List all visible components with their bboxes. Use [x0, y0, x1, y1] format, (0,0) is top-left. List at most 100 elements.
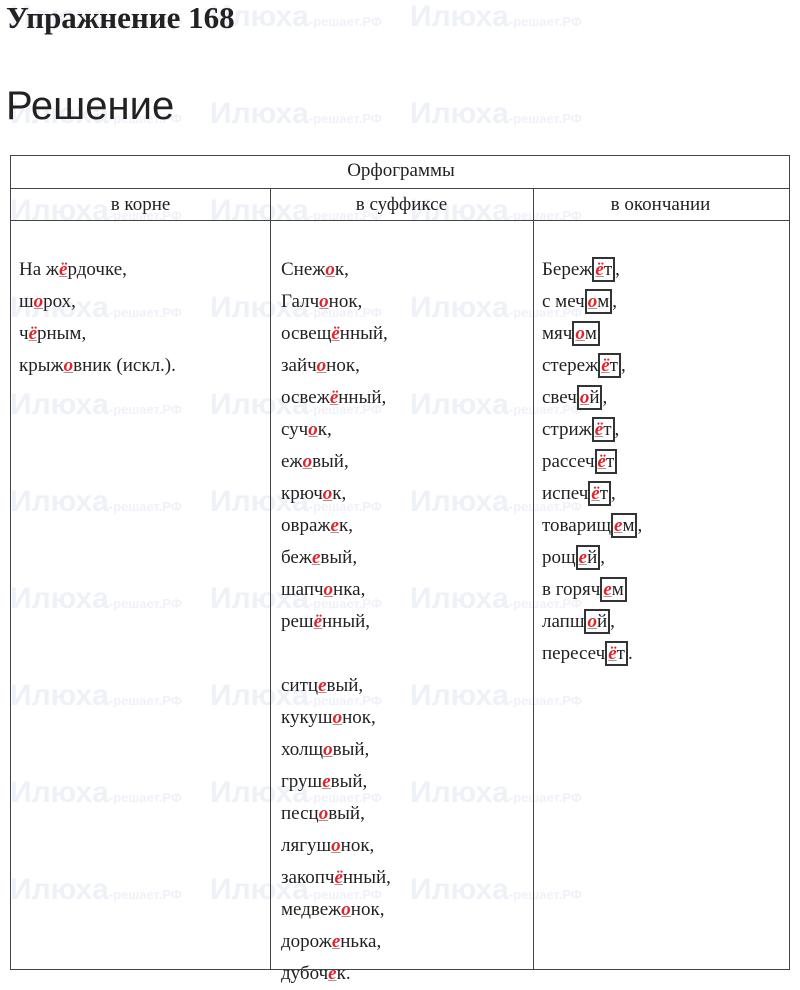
spelling-letter: о: [63, 355, 74, 376]
watermark: Илюха-решает.РФ: [210, 776, 382, 810]
ending-box: ом: [584, 289, 613, 314]
word-part: т: [603, 259, 613, 280]
table: Орфограммы в корне в суффиксе в окончани…: [10, 155, 790, 984]
word-part: рощ: [542, 547, 576, 568]
watermark-name: Илюха: [210, 679, 309, 712]
word-part: вый,: [312, 451, 349, 472]
word: освещённый,: [281, 318, 391, 350]
watermark-site: -решает.РФ: [508, 499, 582, 514]
word-part: т: [599, 483, 609, 504]
rule: [270, 188, 271, 969]
word-part: м: [611, 579, 624, 600]
watermark: Илюха-решает.РФ: [10, 291, 182, 325]
watermark-name: Илюха: [210, 776, 309, 809]
watermark: Илюха-решает.РФ: [410, 0, 582, 34]
watermark: Илюха-решает.РФ: [10, 582, 182, 616]
watermark: Илюха-решает.РФ: [10, 679, 182, 713]
watermark: Илюха-решает.РФ: [410, 776, 582, 810]
spelling-letter: ё: [331, 323, 340, 344]
word: сучок,: [281, 414, 391, 446]
word-part: нка,: [333, 579, 366, 600]
word-part: м: [622, 515, 635, 536]
watermark-site: -решает.РФ: [308, 14, 382, 29]
spelling-letter: ё: [59, 259, 68, 280]
watermark-site: -решает.РФ: [308, 596, 382, 611]
column-header: в корне: [110, 194, 171, 215]
word-part: нный,: [339, 323, 388, 344]
spelling-letter: о: [579, 387, 590, 408]
word-part: ситц: [281, 675, 319, 696]
word: товарищ ем,: [542, 510, 642, 542]
watermark: Илюха-решает.РФ: [210, 0, 382, 34]
word-part: мяч: [542, 323, 573, 344]
watermark-name: Илюха: [410, 873, 509, 906]
watermark-site: -решает.РФ: [108, 790, 182, 805]
spelling-letter: ё: [28, 323, 37, 344]
watermark-name: Илюха: [10, 776, 109, 809]
watermark-name: Илюха: [10, 97, 109, 130]
watermark: Илюха-решает.РФ: [210, 97, 382, 131]
punctuation: ,: [637, 515, 643, 536]
watermark: Илюха-решает.РФ: [210, 582, 382, 616]
watermark-site: -решает.РФ: [508, 402, 582, 417]
watermark-name: Илюха: [410, 485, 509, 518]
spelling-letter: о: [302, 451, 313, 472]
watermark: Илюха-решает.РФ: [10, 97, 182, 131]
watermark-site: -решает.РФ: [108, 402, 182, 417]
watermark: Илюха-решает.РФ: [210, 388, 382, 422]
ending-box: ёт: [592, 257, 616, 282]
watermark-site: -решает.РФ: [308, 111, 382, 126]
watermark-site: -решает.РФ: [308, 790, 382, 805]
word-part: лапш: [542, 611, 585, 632]
word-part: ч: [19, 323, 29, 344]
watermark-name: Илюха: [210, 291, 309, 324]
spelling-letter: ё: [595, 259, 604, 280]
column: На жёрдочке, шорох, чёрным, крыжовник (искл…: [19, 254, 176, 382]
word: шорох,: [19, 286, 176, 318]
word: ситцевый,: [281, 670, 391, 702]
word-part: реш: [281, 611, 314, 632]
word-part: зайч: [281, 355, 317, 376]
watermark: Илюха-решает.РФ: [210, 485, 382, 519]
word: в горяч ем: [542, 574, 642, 606]
watermark: Илюха-решает.РФ: [210, 873, 382, 907]
watermark-site: -решает.РФ: [308, 402, 382, 417]
spelling-letter: ё: [334, 867, 343, 888]
watermark: Илюха-решает.РФ: [10, 388, 182, 422]
word: пересеч ёт.: [542, 638, 642, 670]
word-part: нька,: [340, 931, 382, 952]
word: крыжовник (искл.).: [19, 350, 176, 382]
word-part: кукуш: [281, 707, 333, 728]
word-part: м: [597, 291, 610, 312]
word: Снежок,: [281, 254, 391, 286]
punctuation: ,: [610, 611, 615, 632]
word-part: крыж: [19, 355, 64, 376]
spelling-letter: о: [322, 483, 333, 504]
word-part: стереж: [542, 355, 599, 376]
punctuation: ,: [614, 419, 620, 440]
word-part: свеч: [542, 387, 577, 408]
column-header: в окончании: [610, 194, 711, 215]
word-part: т: [616, 643, 625, 664]
word-part: й: [589, 387, 600, 408]
punctuation: ,: [600, 547, 605, 568]
spelling-letter: о: [575, 323, 585, 344]
ending-box: ом: [572, 321, 600, 346]
watermark-site: -решает.РФ: [508, 790, 582, 805]
spelling-letter: е: [322, 771, 331, 792]
watermark-name: Илюха: [210, 194, 309, 227]
column-header: в суффиксе: [355, 194, 448, 215]
word-part: песц: [281, 803, 319, 824]
spelling-letter: о: [33, 291, 44, 312]
watermark: Илюха-решает.РФ: [10, 485, 182, 519]
word: рассеч ёт: [542, 446, 642, 478]
watermark: Илюха-решает.РФ: [410, 194, 582, 228]
watermark-site: -решает.РФ: [508, 208, 582, 223]
watermark-name: Илюха: [10, 873, 109, 906]
word-part: рным,: [37, 323, 87, 344]
watermark: Илюха-решает.РФ: [10, 194, 182, 228]
word: с меч ом,: [542, 286, 642, 318]
word-part: вый,: [320, 547, 358, 568]
ending-box: ёт: [588, 481, 612, 506]
rule: [11, 220, 789, 221]
